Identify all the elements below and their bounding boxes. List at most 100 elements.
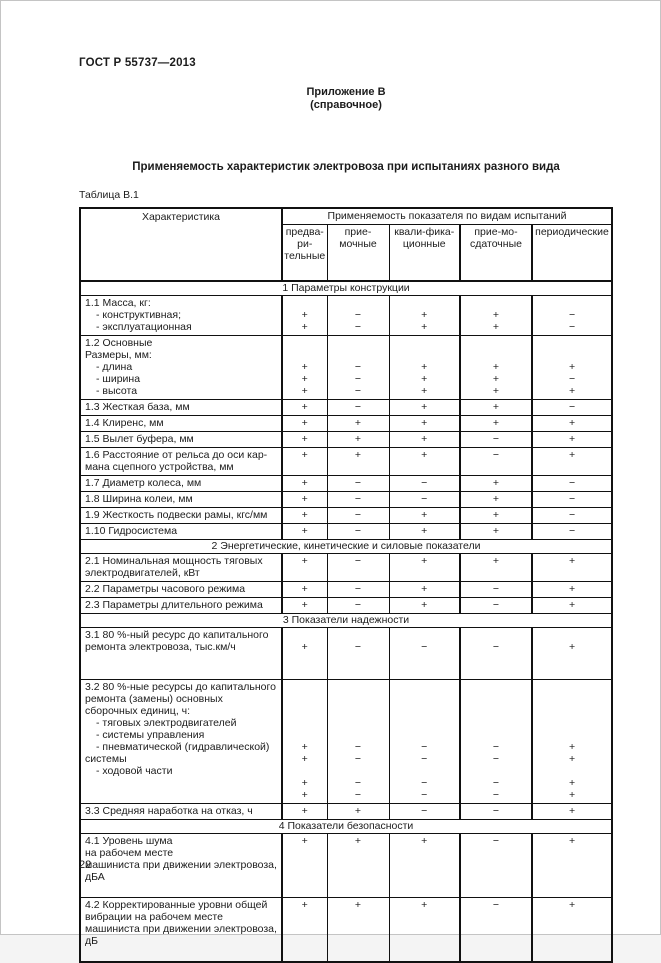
table-row: 1.5 Вылет буфера, мм + + + − + bbox=[79, 431, 613, 448]
mark-cell-handover: + + bbox=[459, 295, 533, 336]
applicability-mark: − bbox=[421, 641, 428, 653]
mark-cell-handover: − bbox=[459, 597, 533, 614]
mark-cell-qualification: + + + bbox=[388, 335, 461, 400]
mark-cell-acceptance: − bbox=[326, 475, 390, 492]
column-header-characteristic: Характеристика bbox=[79, 207, 283, 282]
section-row: 4 Показатели безопасности bbox=[79, 819, 613, 834]
applicability-mark bbox=[462, 935, 531, 947]
mark-cell-handover: + bbox=[459, 399, 533, 416]
applicability-mark: + bbox=[568, 777, 576, 789]
mark-cell-handover: + bbox=[459, 415, 533, 432]
applicability-mark bbox=[462, 681, 531, 693]
mark-cell-acceptance: − bbox=[326, 507, 390, 524]
applicability-mark: + bbox=[301, 309, 308, 321]
mark-cell-acceptance: − bbox=[326, 399, 390, 416]
applicability-mark bbox=[534, 871, 611, 883]
applicability-mark bbox=[462, 297, 531, 309]
applicability-mark: + bbox=[421, 321, 428, 333]
applicability-mark bbox=[328, 567, 388, 579]
row-label: 1.7 Диаметр колеса, мм bbox=[79, 475, 283, 492]
row-label-line: - эксплуатационная bbox=[96, 321, 192, 333]
table-row: 2.1 Номинальная мощность тяговых электрод… bbox=[79, 553, 613, 582]
table-row: 1.1 Масса, кг: - конструктивная; - эксплуа… bbox=[79, 295, 613, 336]
mark-cell-acceptance: − − bbox=[326, 295, 390, 336]
mark-cell-qualification: + bbox=[388, 415, 461, 432]
row-label: 1.1 Масса, кг: - конструктивная; - эксплуа… bbox=[79, 295, 283, 336]
applicability-mark bbox=[390, 653, 459, 665]
applicability-mark bbox=[284, 717, 326, 729]
appendix-heading: Приложение В (справочное) bbox=[79, 86, 613, 112]
row-label-line: 3.3 Средняя наработка на отказ, ч bbox=[85, 805, 253, 817]
applicability-mark bbox=[534, 847, 611, 859]
mark-cell-periodic: + bbox=[530, 627, 613, 680]
mark-cell-acceptance: − bbox=[326, 581, 390, 598]
applicability-mark: − bbox=[421, 777, 428, 789]
applicability-mark: − bbox=[354, 309, 362, 321]
table-header-row-2: предва-ри-тельные прие-мочные квали-фика-ц… bbox=[80, 224, 613, 282]
applicability-mark bbox=[462, 665, 531, 677]
applicability-mark bbox=[390, 629, 459, 641]
mark-cell-acceptance: − bbox=[326, 627, 390, 680]
applicability-mark bbox=[390, 883, 459, 895]
applicability-mark bbox=[284, 681, 326, 693]
applicability-mark: − bbox=[354, 361, 362, 373]
applicability-mark: + bbox=[301, 321, 308, 333]
applicability-mark: + bbox=[301, 417, 308, 429]
applicability-mark bbox=[534, 693, 611, 705]
mark-cell-handover: − bbox=[459, 627, 533, 680]
applicability-mark bbox=[462, 883, 531, 895]
applicability-mark bbox=[462, 717, 531, 729]
row-label: 1.8 Ширина колеи, мм bbox=[79, 491, 283, 508]
applicability-mark bbox=[284, 705, 326, 717]
applicability-mark: + bbox=[301, 835, 308, 847]
applicability-mark bbox=[328, 693, 388, 705]
applicability-mark bbox=[462, 847, 531, 859]
mark-cell-preliminary: + bbox=[281, 431, 328, 448]
applicability-mark: + bbox=[301, 449, 308, 461]
table-row: 1.8 Ширина колеи, мм + − − + − bbox=[79, 491, 613, 508]
applicability-mark: − bbox=[568, 401, 576, 413]
applicability-mark: + bbox=[492, 401, 500, 413]
row-label-line: - ширина bbox=[96, 373, 141, 385]
row-label-line bbox=[85, 789, 278, 801]
applicability-mark bbox=[284, 653, 326, 665]
applicability-mark bbox=[534, 629, 611, 641]
applicability-mark bbox=[534, 665, 611, 677]
mark-cell-preliminary: + bbox=[281, 523, 328, 540]
applicability-mark: + bbox=[301, 433, 308, 445]
row-label-line bbox=[85, 653, 278, 665]
mark-cell-qualification: + bbox=[388, 833, 461, 898]
mark-cell-qualification: − bbox=[388, 491, 461, 508]
applicability-mark: + bbox=[301, 789, 308, 801]
applicability-mark: + bbox=[421, 525, 428, 537]
mark-cell-preliminary: + bbox=[281, 581, 328, 598]
applicability-mark: − bbox=[492, 433, 500, 445]
applicability-mark bbox=[284, 871, 326, 883]
row-label: 3.2 80 %-ные ресурсы до капитального ремо… bbox=[79, 679, 283, 804]
applicability-mark bbox=[390, 947, 459, 959]
row-label: 1.2 Основные Размеры, мм: - длина - ширина -… bbox=[79, 335, 283, 400]
row-label: 2.1 Номинальная мощность тяговых электрод… bbox=[79, 553, 283, 582]
mark-cell-preliminary: + bbox=[281, 399, 328, 416]
applicability-mark: + bbox=[492, 493, 500, 505]
mark-cell-preliminary: + bbox=[281, 447, 328, 476]
applicability-mark: − bbox=[492, 583, 500, 595]
applicability-mark bbox=[390, 349, 459, 361]
applicability-mark: + bbox=[301, 805, 308, 817]
applicability-mark: + bbox=[568, 417, 576, 429]
applicability-mark: − bbox=[568, 373, 576, 385]
applicability-mark: − bbox=[492, 599, 500, 611]
applicability-mark bbox=[462, 693, 531, 705]
column-header-acceptance: прие-мочные bbox=[326, 224, 390, 282]
column-header-line: предва- bbox=[285, 226, 324, 238]
mark-cell-periodic: + bbox=[530, 803, 613, 820]
mark-cell-handover: + bbox=[459, 523, 533, 540]
mark-cell-qualification: + bbox=[388, 507, 461, 524]
applicability-mark bbox=[462, 729, 531, 741]
applicability-mark: − bbox=[568, 525, 576, 537]
mark-cell-qualification: + bbox=[388, 581, 461, 598]
applicability-mark: − bbox=[568, 321, 576, 333]
section-row: 2 Энергетические, кинетические и силовые… bbox=[79, 539, 613, 554]
applicability-mark bbox=[534, 923, 611, 935]
applicability-mark bbox=[462, 765, 531, 777]
